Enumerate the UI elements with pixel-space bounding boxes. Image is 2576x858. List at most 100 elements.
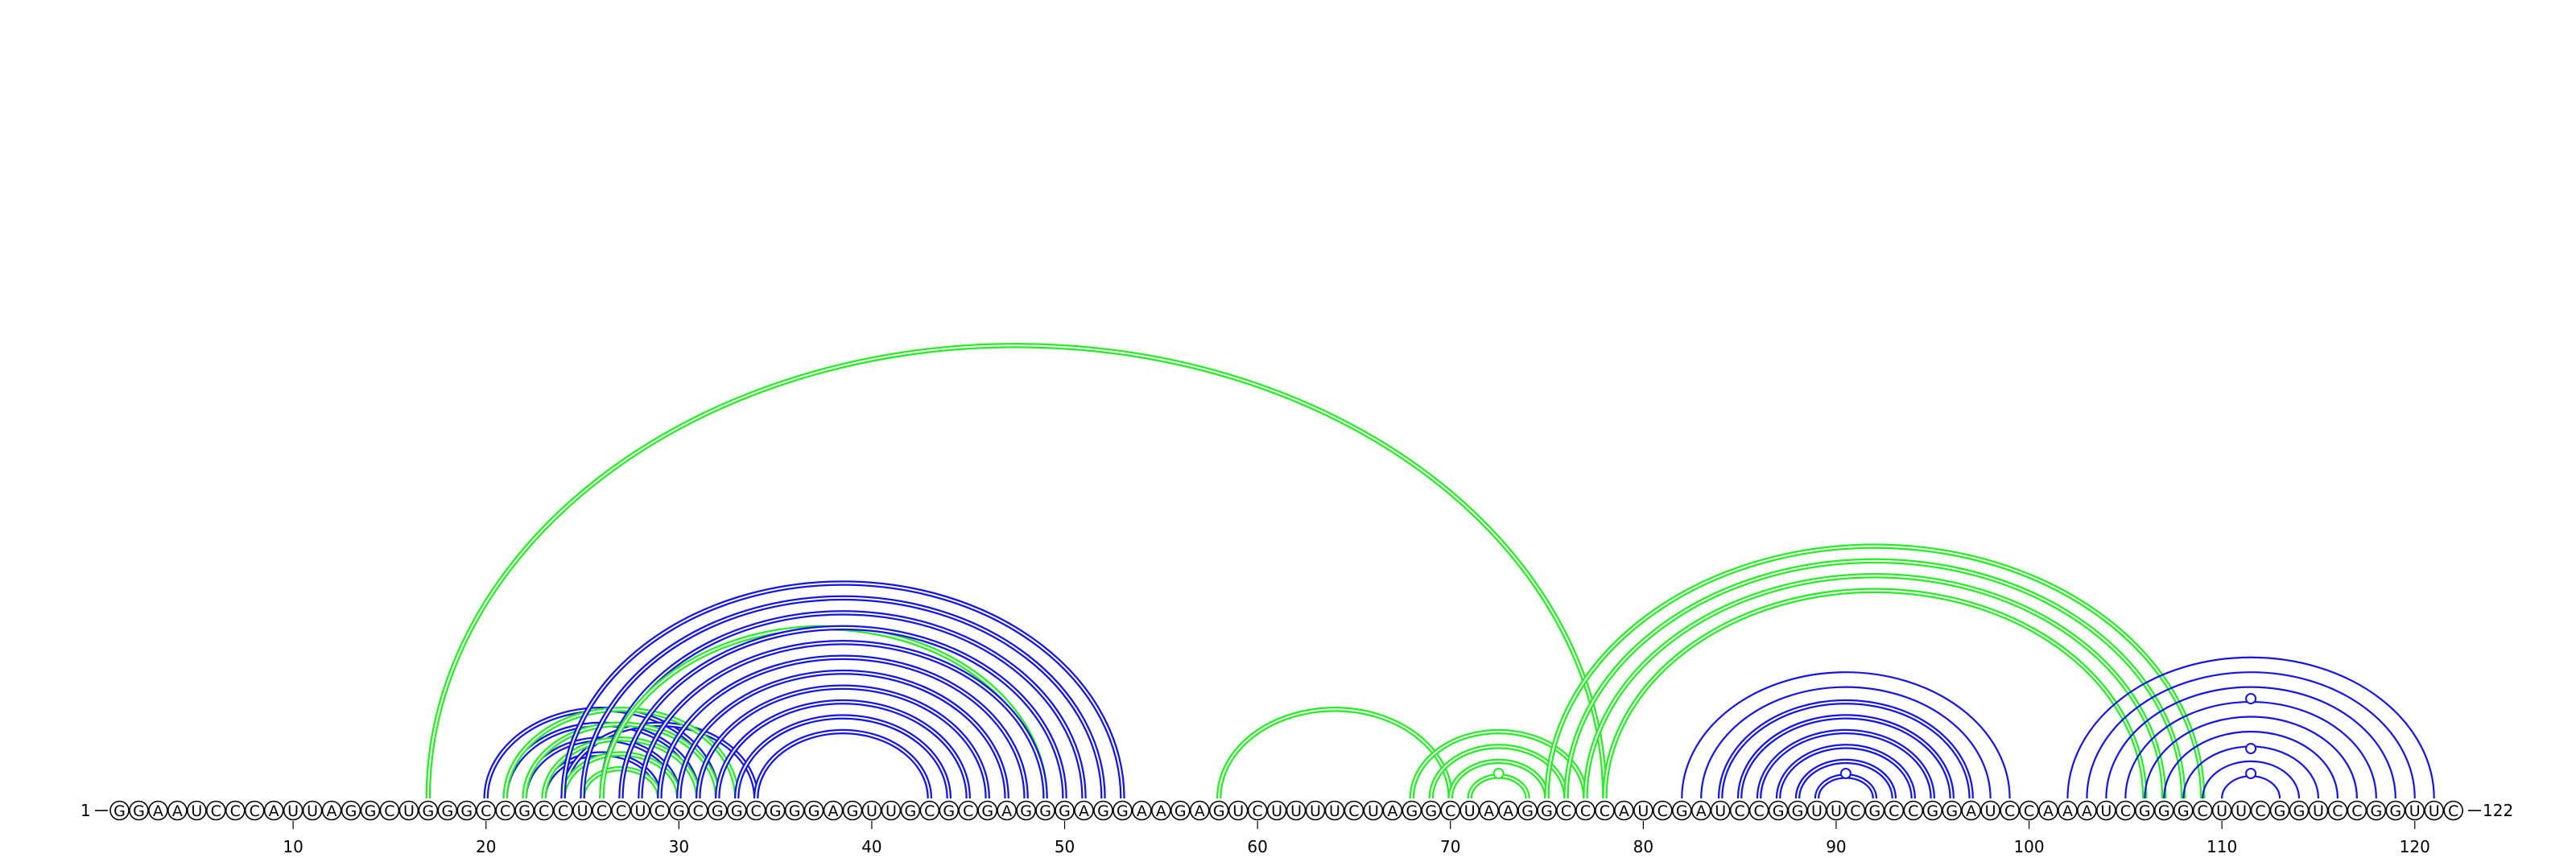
nucleotide-letter: G: [422, 802, 434, 820]
nucleotide-letter: U: [1637, 802, 1649, 820]
nucleotide-letter: C: [384, 802, 394, 820]
nucleotide: U: [1633, 800, 1653, 821]
nucleotide-letter: A: [828, 802, 839, 820]
nucleotide: U: [572, 800, 592, 821]
nucleotide: G: [1421, 800, 1442, 821]
nucleotide: U: [1363, 800, 1384, 821]
nucleotide: C: [2000, 800, 2020, 821]
nucleotide-letter: G: [1059, 802, 1071, 820]
tick-label: 20: [476, 837, 496, 856]
tick-label: 40: [861, 837, 881, 856]
nucleotide: G: [2153, 800, 2174, 821]
nucleotide: C: [1556, 800, 1576, 821]
nucleotide-letter: C: [558, 802, 568, 820]
nucleotide: U: [881, 800, 902, 821]
nucleotide-letter: A: [1619, 802, 1629, 820]
nucleotide: C: [1729, 800, 1750, 821]
arc-green-25-29: [580, 765, 663, 799]
nucleotide: A: [148, 800, 168, 821]
nucleotide: C: [1748, 800, 1769, 821]
nucleotide: C: [1575, 800, 1596, 821]
nucleotide-letter: G: [1039, 802, 1051, 820]
nucleotide-letter: G: [712, 802, 724, 820]
nucleotide-letter: G: [1676, 802, 1688, 820]
nucleotide: G: [1016, 800, 1036, 821]
nucleotide: C: [244, 800, 265, 821]
arc-blue-110-113: [2221, 775, 2281, 799]
nucleotide-letter: A: [2062, 802, 2073, 820]
nucleotide: U: [1305, 800, 1326, 821]
nucleotide-letter: A: [1195, 802, 1205, 820]
nucleotide: G: [1055, 800, 1075, 821]
nucleotide: C: [2327, 800, 2348, 821]
nucleotide: G: [129, 800, 149, 821]
nucleotide-letter: C: [500, 802, 510, 820]
nucleotide: G: [2173, 800, 2194, 821]
nucleotide: U: [302, 800, 323, 821]
arc-blue-106-117: [2144, 716, 2358, 799]
nucleotide-letter: G: [1521, 802, 1534, 820]
arc-blue-28-49: [638, 640, 1048, 799]
nucleotide-letter: U: [866, 802, 877, 820]
nucleotide-letter: C: [250, 802, 260, 820]
nucleotide-letter: U: [2100, 802, 2112, 820]
loop-dot: [2245, 693, 2257, 704]
tick-label: 70: [1440, 837, 1460, 856]
nucleotide-letter: C: [1850, 802, 1860, 820]
nucleotide-letter: C: [2004, 802, 2015, 820]
axis-tick: 10: [283, 821, 303, 856]
nucleotide: A: [167, 800, 188, 821]
nucleotide: G: [2385, 800, 2406, 821]
arc-blue-31-46: [696, 684, 990, 799]
arc-blue-83-98: [1700, 686, 1992, 799]
nucleotide-letter: U: [403, 802, 415, 820]
nucleotide: C: [687, 800, 708, 821]
nucleotide: A: [263, 800, 284, 821]
axis-tick: 90: [1826, 821, 1847, 856]
nucleotide-letter: G: [460, 802, 473, 820]
nucleotide: G: [1922, 800, 1943, 821]
nucleotide: G: [765, 800, 786, 821]
nucleotide: A: [1132, 800, 1152, 821]
arc-blue-107-116: [2163, 730, 2339, 799]
nucleotide-letter: G: [1773, 802, 1785, 820]
nucleotide: A: [1961, 800, 1981, 821]
tick-label: 50: [1055, 837, 1075, 856]
nucleotide: A: [2058, 800, 2078, 821]
nucleotide: G: [2366, 800, 2387, 821]
tick-label: 120: [2400, 837, 2430, 856]
nucleotide: G: [726, 800, 747, 821]
nucleotide: C: [611, 800, 631, 821]
nucleotide-letter: G: [2274, 802, 2286, 820]
axis-tick: 40: [861, 821, 882, 856]
nucleotide: A: [823, 800, 844, 821]
nucleotide: U: [630, 800, 650, 821]
nucleotide: U: [861, 800, 882, 821]
nucleotide: G: [1208, 800, 1229, 821]
tick-label: 60: [1247, 837, 1267, 856]
base-pair-arcs: [425, 343, 2435, 799]
nucleotide: G: [341, 800, 361, 821]
nucleotide-letter: G: [1174, 802, 1187, 820]
nucleotide-letter: G: [731, 802, 743, 820]
axis-tick: 70: [1440, 821, 1460, 856]
arc-green-23-31: [541, 736, 701, 799]
nucleotide-letter: U: [886, 802, 897, 820]
nucleotide: U: [1980, 800, 2000, 821]
nucleotide-letter: C: [1561, 802, 1571, 820]
arc-blue-86-95: [1756, 728, 1935, 799]
arc-green-68-77: [1409, 728, 1588, 799]
nucleotide-letter: U: [2216, 802, 2227, 820]
nucleotide: C: [553, 800, 573, 821]
axis-tick: 80: [1633, 821, 1653, 856]
arc-blue-89-92: [1814, 773, 1878, 799]
arc-green-21-33: [502, 707, 740, 799]
nucleotide: G: [456, 800, 477, 821]
nucleotide: U: [1228, 800, 1249, 821]
nucleotide: C: [379, 800, 400, 821]
nucleotide-letter: G: [981, 802, 993, 820]
arc-green-69-76: [1428, 744, 1569, 799]
arc-blue-34-43: [753, 728, 933, 799]
nucleotide: C: [1595, 800, 1615, 821]
nucleotide: U: [1266, 800, 1287, 821]
